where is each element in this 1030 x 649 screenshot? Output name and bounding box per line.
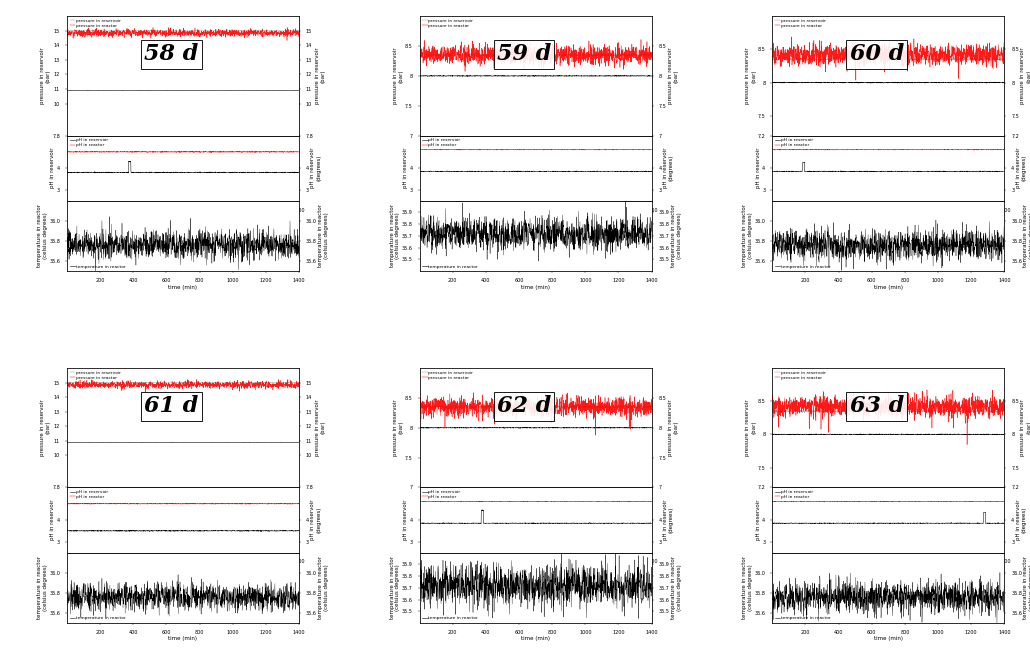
X-axis label: time (min): time (min) xyxy=(873,284,902,289)
Y-axis label: temperature in reactor
(celsius degrees): temperature in reactor (celsius degrees) xyxy=(318,204,329,267)
Legend: pressure in reservoir, pressure in reactor: pressure in reservoir, pressure in react… xyxy=(775,18,826,28)
Y-axis label: temperature in reactor
(celsius degrees): temperature in reactor (celsius degrees) xyxy=(743,556,753,619)
Legend: temperature in reactor: temperature in reactor xyxy=(775,264,831,269)
Text: 61 d: 61 d xyxy=(144,395,199,417)
Y-axis label: pressure in reservoir
(bar): pressure in reservoir (bar) xyxy=(392,47,404,104)
Text: 63 d: 63 d xyxy=(850,395,903,417)
Legend: pressure in reservoir, pressure in reactor: pressure in reservoir, pressure in react… xyxy=(422,18,474,28)
Y-axis label: pressure in reservoir
(bar): pressure in reservoir (bar) xyxy=(746,47,756,104)
Y-axis label: pH in reservoir: pH in reservoir xyxy=(403,500,408,540)
Legend: pH in reservoir, pH in reactor: pH in reservoir, pH in reactor xyxy=(775,489,814,500)
X-axis label: time (min): time (min) xyxy=(873,637,902,641)
Y-axis label: pH in reservoir: pH in reservoir xyxy=(50,500,56,540)
Y-axis label: pH in reservoir: pH in reservoir xyxy=(403,148,408,188)
Y-axis label: temperature in reactor
(celsius degrees): temperature in reactor (celsius degrees) xyxy=(743,204,753,267)
Legend: pH in reservoir, pH in reactor: pH in reservoir, pH in reactor xyxy=(422,489,461,500)
X-axis label: time (min): time (min) xyxy=(521,566,550,571)
X-axis label: time (min): time (min) xyxy=(521,637,550,641)
Y-axis label: pressure in reservoir
(bar): pressure in reservoir (bar) xyxy=(1021,47,1030,104)
Y-axis label: temperature in reactor
(celsius degrees): temperature in reactor (celsius degrees) xyxy=(1024,204,1030,267)
Y-axis label: temperature in reactor
(celsius degrees): temperature in reactor (celsius degrees) xyxy=(671,204,682,267)
Legend: pH in reservoir, pH in reactor: pH in reservoir, pH in reactor xyxy=(69,489,108,500)
Legend: temperature in reactor: temperature in reactor xyxy=(775,616,831,621)
Y-axis label: pH in reservoir
(degrees): pH in reservoir (degrees) xyxy=(310,500,321,540)
Y-axis label: pressure in reservoir
(bar): pressure in reservoir (bar) xyxy=(40,399,50,456)
Text: 62 d: 62 d xyxy=(496,395,551,417)
Legend: pressure in reservoir, pressure in reactor: pressure in reservoir, pressure in react… xyxy=(775,371,826,380)
Legend: pH in reservoir, pH in reactor: pH in reservoir, pH in reactor xyxy=(422,138,461,147)
Y-axis label: temperature in reactor
(celsius degrees): temperature in reactor (celsius degrees) xyxy=(1024,556,1030,619)
Y-axis label: temperature in reactor
(celsius degrees): temperature in reactor (celsius degrees) xyxy=(37,556,47,619)
Legend: temperature in reactor: temperature in reactor xyxy=(422,616,479,621)
Legend: temperature in reactor: temperature in reactor xyxy=(69,264,126,269)
Legend: pH in reservoir, pH in reactor: pH in reservoir, pH in reactor xyxy=(69,138,108,147)
Y-axis label: pH in reservoir
(degrees): pH in reservoir (degrees) xyxy=(663,500,674,540)
Y-axis label: pH in reservoir
(degrees): pH in reservoir (degrees) xyxy=(310,148,321,188)
Y-axis label: temperature in reactor
(celsius degrees): temperature in reactor (celsius degrees) xyxy=(671,556,682,619)
Y-axis label: pressure in reservoir
(bar): pressure in reservoir (bar) xyxy=(392,399,404,456)
Y-axis label: pH in reservoir
(degrees): pH in reservoir (degrees) xyxy=(663,148,674,188)
Y-axis label: pH in reservoir
(degrees): pH in reservoir (degrees) xyxy=(1016,500,1027,540)
X-axis label: time (min): time (min) xyxy=(169,637,198,641)
Y-axis label: pressure in reservoir
(bar): pressure in reservoir (bar) xyxy=(667,47,679,104)
Y-axis label: pressure in reservoir
(bar): pressure in reservoir (bar) xyxy=(40,47,50,104)
Y-axis label: pressure in reservoir
(bar): pressure in reservoir (bar) xyxy=(1021,399,1030,456)
Y-axis label: pH in reservoir: pH in reservoir xyxy=(756,500,761,540)
X-axis label: time (min): time (min) xyxy=(521,214,550,219)
Y-axis label: pH in reservoir: pH in reservoir xyxy=(50,148,56,188)
X-axis label: time (min): time (min) xyxy=(169,284,198,289)
X-axis label: time (min): time (min) xyxy=(169,214,198,219)
Text: 59 d: 59 d xyxy=(496,43,551,66)
Y-axis label: pressure in reservoir
(bar): pressure in reservoir (bar) xyxy=(746,399,756,456)
Y-axis label: pH in reservoir: pH in reservoir xyxy=(756,148,761,188)
Y-axis label: pressure in reservoir
(bar): pressure in reservoir (bar) xyxy=(315,47,325,104)
Y-axis label: pH in reservoir
(degrees): pH in reservoir (degrees) xyxy=(1016,148,1027,188)
Legend: pH in reservoir, pH in reactor: pH in reservoir, pH in reactor xyxy=(775,138,814,147)
Legend: temperature in reactor: temperature in reactor xyxy=(422,264,479,269)
Y-axis label: pressure in reservoir
(bar): pressure in reservoir (bar) xyxy=(315,399,325,456)
X-axis label: time (min): time (min) xyxy=(521,284,550,289)
X-axis label: time (min): time (min) xyxy=(873,566,902,571)
Legend: temperature in reactor: temperature in reactor xyxy=(69,616,126,621)
X-axis label: time (min): time (min) xyxy=(169,566,198,571)
Legend: pressure in reservoir, pressure in reactor: pressure in reservoir, pressure in react… xyxy=(422,371,474,380)
Text: 60 d: 60 d xyxy=(850,43,903,66)
Text: 58 d: 58 d xyxy=(144,43,199,66)
Legend: pressure in reservoir, pressure in reactor: pressure in reservoir, pressure in react… xyxy=(69,18,122,28)
Y-axis label: temperature in reactor
(celsius degrees): temperature in reactor (celsius degrees) xyxy=(318,556,329,619)
Y-axis label: temperature in reactor
(celsius degrees): temperature in reactor (celsius degrees) xyxy=(389,556,401,619)
X-axis label: time (min): time (min) xyxy=(873,214,902,219)
Y-axis label: temperature in reactor
(celsius degrees): temperature in reactor (celsius degrees) xyxy=(37,204,47,267)
Legend: pressure in reservoir, pressure in reactor: pressure in reservoir, pressure in react… xyxy=(69,371,122,380)
Y-axis label: temperature in reactor
(celsius degrees): temperature in reactor (celsius degrees) xyxy=(389,204,401,267)
Y-axis label: pressure in reservoir
(bar): pressure in reservoir (bar) xyxy=(667,399,679,456)
